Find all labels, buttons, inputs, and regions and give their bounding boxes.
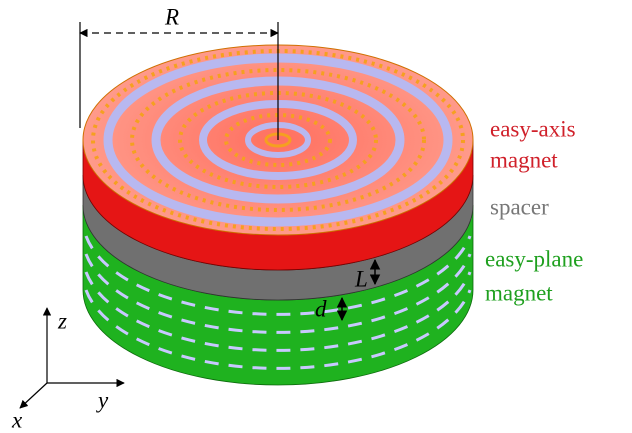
axis-label: z <box>57 308 67 333</box>
radius-label: R <box>164 4 179 29</box>
distance-label: d <box>315 296 327 321</box>
layer-label: magnet <box>485 280 553 305</box>
layer-label: spacer <box>490 194 549 219</box>
layer-label: magnet <box>490 147 558 172</box>
thickness-label: L <box>354 266 368 291</box>
axis-label: y <box>96 387 109 412</box>
diagram: R L d easy-axis magnet spacer easy-plane… <box>0 0 632 433</box>
axis-label: x <box>11 407 23 432</box>
layer-label: easy-axis <box>490 116 576 141</box>
layer-label: easy-plane <box>485 246 583 271</box>
